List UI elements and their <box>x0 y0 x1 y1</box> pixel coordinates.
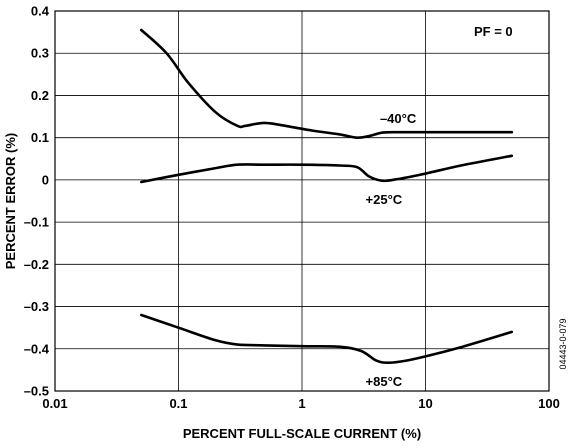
y-tick-label: –0.5 <box>24 384 49 399</box>
series-line <box>140 28 514 140</box>
pf-annotation: PF = 0 <box>474 24 513 39</box>
y-tick-label: 0.2 <box>31 88 49 103</box>
figure-id: 04443-0-079 <box>558 318 568 369</box>
x-axis-label: PERCENT FULL-SCALE CURRENT (%) <box>183 426 421 441</box>
series-label: +85°C <box>366 374 403 389</box>
x-tick-label: 10 <box>418 396 432 411</box>
x-axis-ticks: 0.01 0.1 1 10 100 <box>42 396 560 411</box>
series-line <box>140 154 514 184</box>
series-labels: –40°C +25°C +85°C <box>366 111 417 389</box>
series-lines <box>140 28 514 364</box>
y-tick-label: –0.3 <box>24 299 49 314</box>
y-axis-label: PERCENT ERROR (%) <box>3 133 18 270</box>
series-label: –40°C <box>380 111 417 126</box>
series-line <box>140 313 514 364</box>
series-label: +25°C <box>366 192 403 207</box>
y-tick-label: –0.4 <box>24 341 50 356</box>
gridlines <box>55 11 549 391</box>
y-tick-label: –0.1 <box>24 215 49 230</box>
y-tick-label: 0.3 <box>31 46 49 61</box>
x-tick-label: 0.1 <box>169 396 187 411</box>
y-tick-label: 0.4 <box>31 4 50 19</box>
y-tick-label: 0 <box>42 172 49 187</box>
x-tick-label: 1 <box>298 396 305 411</box>
y-tick-label: –0.2 <box>24 257 49 272</box>
x-tick-label: 100 <box>538 396 560 411</box>
y-tick-label: 0.1 <box>31 130 49 145</box>
x-tick-label: 0.01 <box>42 396 67 411</box>
y-axis-ticks: 0.4 0.3 0.2 0.1 0 –0.1 –0.2 –0.3 –0.4 –0.5 <box>24 4 50 399</box>
